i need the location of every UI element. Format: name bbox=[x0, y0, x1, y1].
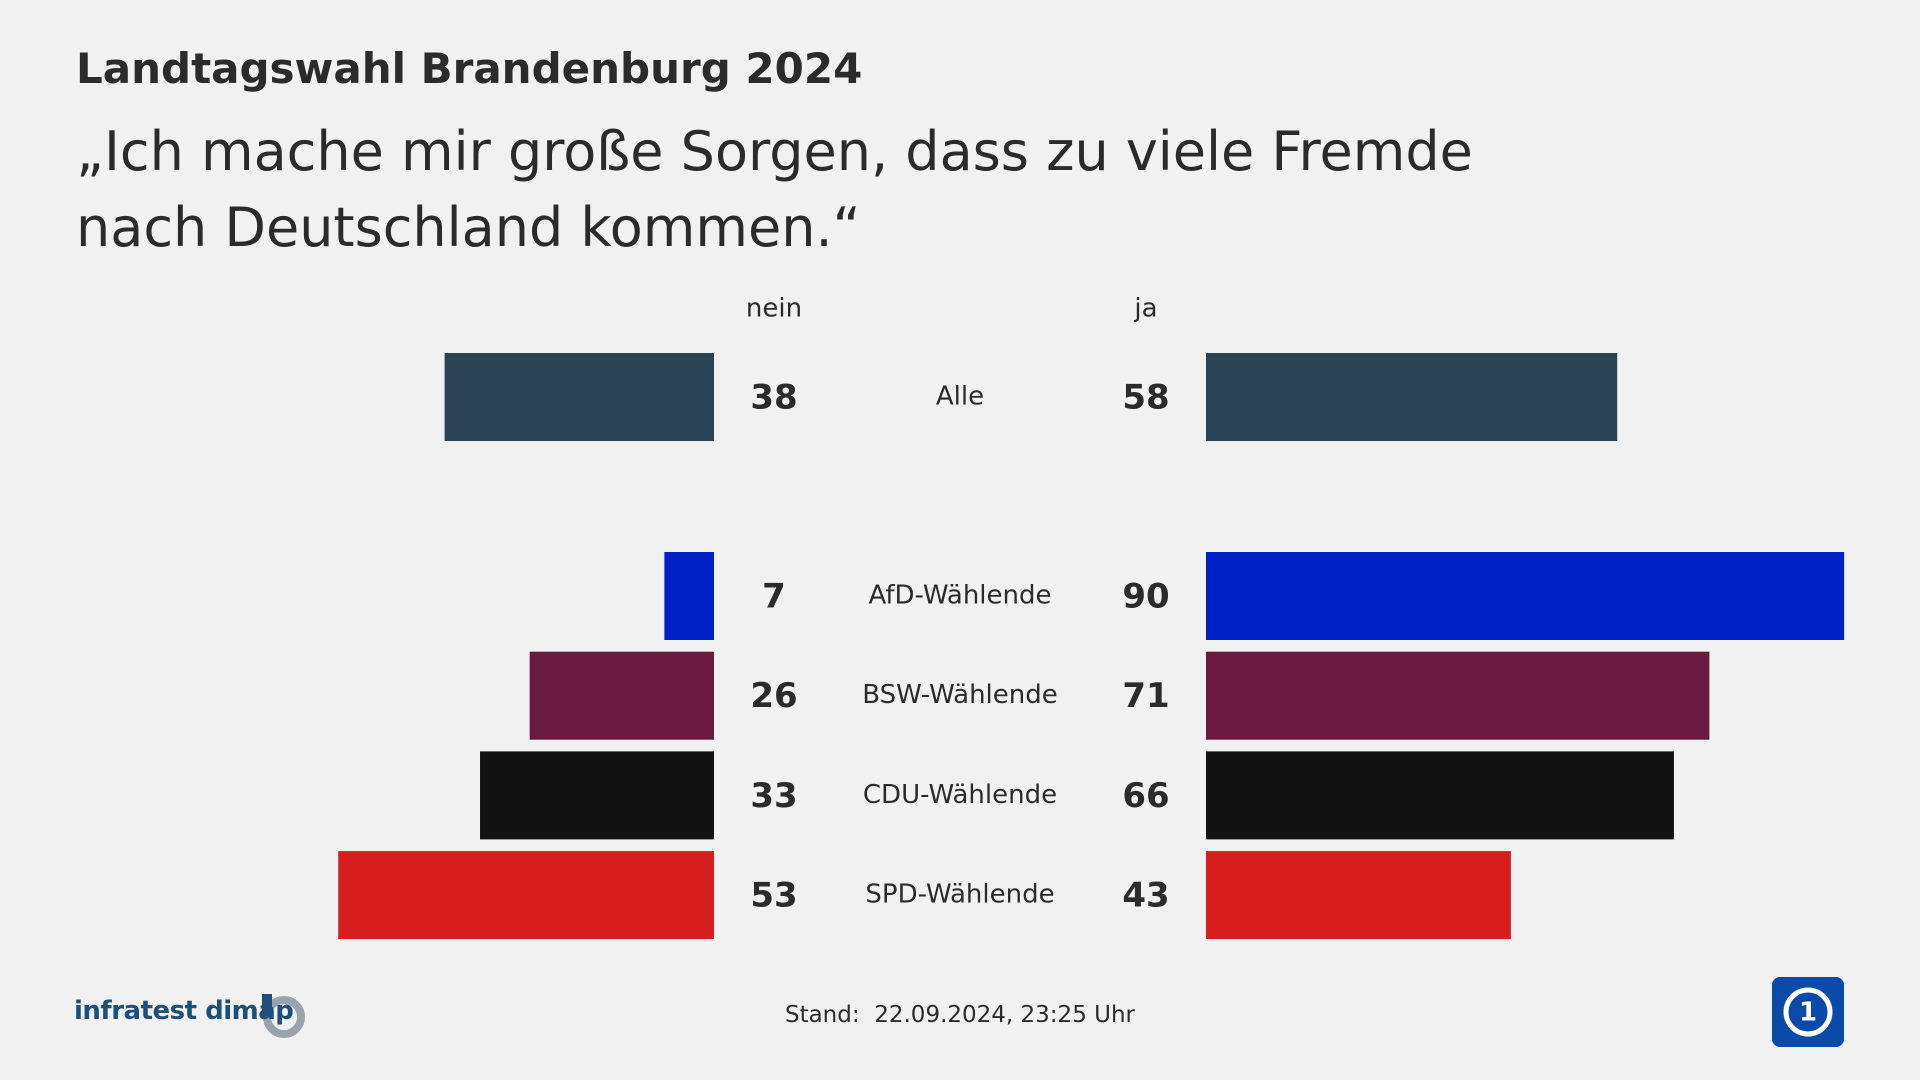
value-label: 7 bbox=[762, 577, 786, 617]
value-label: 90 bbox=[1122, 577, 1169, 617]
value-label: 43 bbox=[1122, 876, 1169, 916]
category-label: CDU-Wählende bbox=[863, 780, 1057, 810]
category-label: AfD-Wählende bbox=[868, 581, 1051, 611]
category-label: Alle bbox=[936, 382, 984, 412]
value-label: 71 bbox=[1122, 676, 1169, 716]
category-label: BSW-Wählende bbox=[862, 680, 1058, 710]
bar-ja bbox=[1206, 851, 1511, 940]
chart-title: Landtagswahl Brandenburg 2024 bbox=[76, 44, 863, 93]
bar-nein bbox=[529, 651, 714, 740]
ard-logo: 1 bbox=[1772, 977, 1844, 1047]
bar-nein bbox=[338, 851, 714, 940]
bar-ja bbox=[1206, 353, 1618, 441]
stand-date: 22.09.2024, 23:25 Uhr bbox=[874, 1002, 1136, 1028]
legend-nein: nein bbox=[746, 294, 802, 324]
stand-label: Stand: bbox=[784, 1002, 860, 1028]
bar-ja bbox=[1206, 751, 1674, 840]
value-label: 33 bbox=[750, 776, 797, 816]
timestamp: Stand: 22.09.2024, 23:25 Uhr bbox=[0, 1002, 1920, 1028]
value-label: 26 bbox=[750, 676, 797, 716]
chart-subtitle: „Ich mache mir große Sorgen, dass zu vie… bbox=[76, 120, 1473, 259]
value-label: 53 bbox=[750, 876, 797, 916]
value-label: 38 bbox=[750, 378, 797, 418]
bar-nein bbox=[480, 751, 714, 840]
bar-ja bbox=[1206, 552, 1845, 640]
bar-ja bbox=[1206, 651, 1710, 740]
category-label: SPD-Wählende bbox=[865, 880, 1054, 910]
bar-nein bbox=[664, 552, 714, 640]
legend-ja: ja bbox=[1133, 294, 1157, 324]
bar-nein bbox=[444, 353, 714, 441]
source: infratest dimap bbox=[74, 996, 294, 1026]
value-label: 66 bbox=[1122, 776, 1169, 816]
value-label: 58 bbox=[1122, 378, 1169, 418]
logo-ring bbox=[262, 994, 305, 1038]
svg-text:1: 1 bbox=[1799, 998, 1817, 1028]
